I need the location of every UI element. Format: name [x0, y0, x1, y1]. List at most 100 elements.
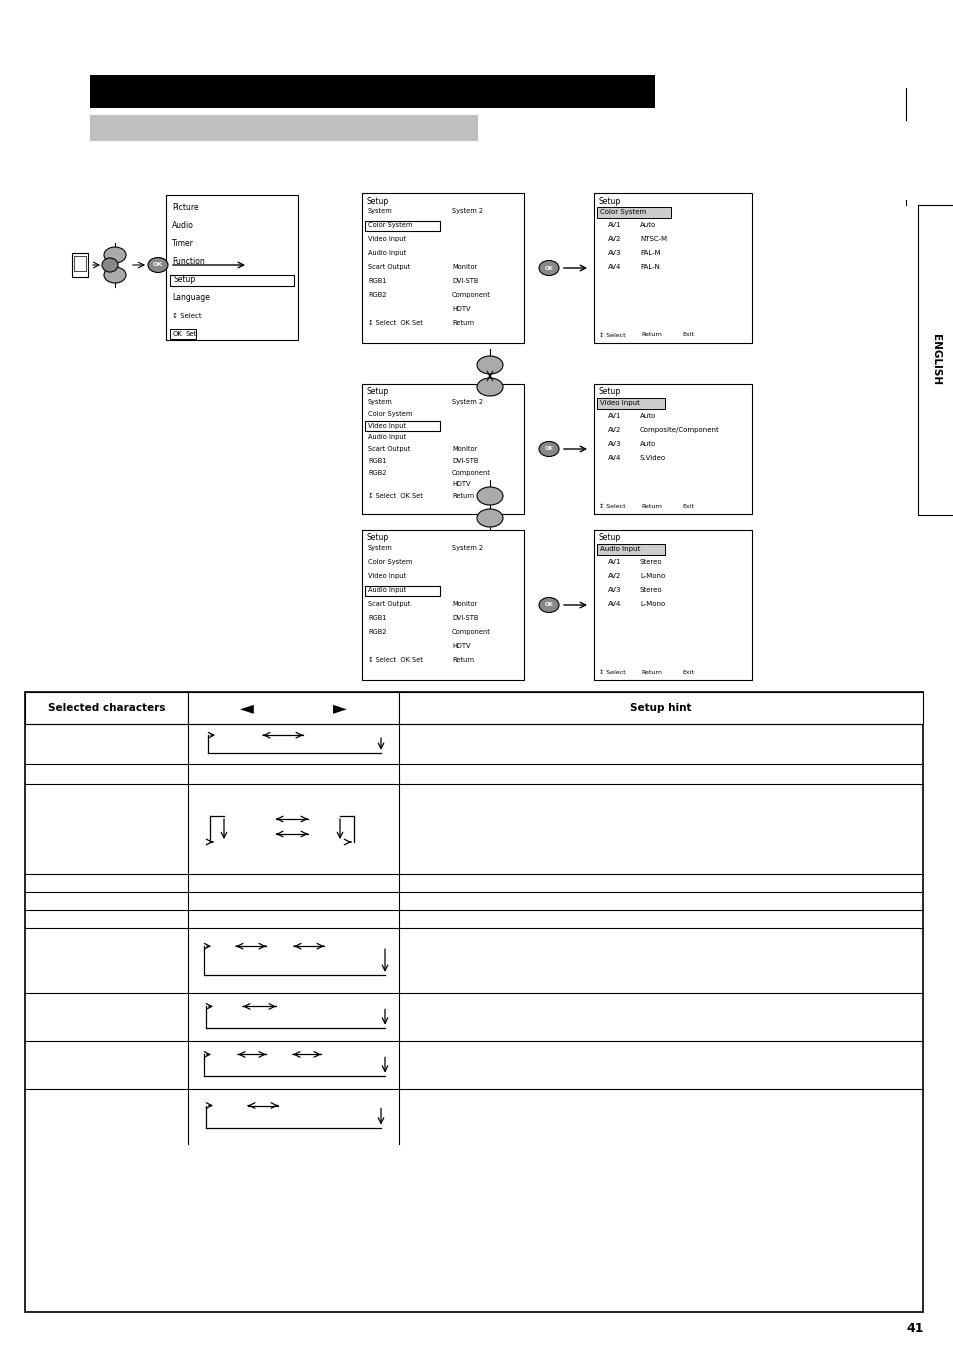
Text: OK: OK	[544, 603, 553, 608]
Text: Setup hint: Setup hint	[630, 703, 691, 713]
Text: Monitor: Monitor	[452, 601, 476, 607]
Ellipse shape	[104, 267, 126, 282]
Text: AV2: AV2	[607, 427, 620, 434]
Text: ►: ►	[333, 698, 347, 717]
Text: AV1: AV1	[607, 413, 620, 419]
Bar	[166, 195, 297, 340]
Text: Return: Return	[452, 657, 474, 663]
Bar	[361, 384, 523, 513]
Text: System: System	[368, 399, 393, 405]
Text: ↕ Select: ↕ Select	[598, 332, 625, 338]
Text: Component: Component	[452, 292, 491, 299]
Text: Audio Input: Audio Input	[368, 250, 406, 255]
Bar	[594, 384, 751, 513]
Text: ◄: ◄	[240, 698, 253, 717]
Text: Auto: Auto	[639, 440, 656, 447]
Text: RGB2: RGB2	[368, 470, 386, 476]
Text: RGB1: RGB1	[368, 458, 386, 463]
Text: PAL-N: PAL-N	[639, 263, 659, 270]
Text: ↕ Select  OK Set: ↕ Select OK Set	[368, 657, 422, 663]
Text: Exit: Exit	[681, 504, 693, 508]
Text: AV2: AV2	[607, 236, 620, 242]
Bar	[917, 205, 953, 515]
Text: Audio Input: Audio Input	[368, 434, 406, 440]
Text: Auto: Auto	[639, 413, 656, 419]
Text: Scart Output: Scart Output	[368, 263, 410, 270]
Bar	[361, 530, 523, 680]
Text: System: System	[368, 544, 393, 551]
Text: OK: OK	[172, 331, 183, 336]
Text: Return: Return	[640, 332, 661, 338]
Text: Color System: Color System	[368, 411, 412, 416]
Text: Selected characters: Selected characters	[48, 703, 165, 713]
Text: Exit: Exit	[681, 670, 693, 674]
Ellipse shape	[104, 247, 126, 263]
Text: S.Video: S.Video	[639, 455, 665, 461]
Bar	[597, 399, 665, 409]
Bar	[188, 692, 398, 724]
Bar	[365, 220, 439, 231]
Bar	[365, 422, 439, 431]
Ellipse shape	[476, 357, 502, 374]
Text: ↕ Select: ↕ Select	[598, 670, 625, 674]
Text: Video Input: Video Input	[368, 236, 406, 242]
Ellipse shape	[538, 261, 558, 276]
Bar	[71, 253, 88, 277]
Bar	[25, 692, 923, 1312]
Text: L-Mono: L-Mono	[639, 601, 664, 607]
Text: Video Input: Video Input	[599, 400, 639, 407]
Text: Audio: Audio	[172, 220, 193, 230]
Text: Setup: Setup	[598, 388, 620, 396]
Text: DVI-STB: DVI-STB	[452, 615, 477, 621]
Bar	[597, 544, 665, 555]
Text: AV1: AV1	[607, 222, 620, 228]
Text: Language: Language	[172, 293, 210, 303]
Text: AV1: AV1	[607, 559, 620, 565]
Text: RGB2: RGB2	[368, 630, 386, 635]
Bar	[597, 207, 670, 218]
Text: DVI-STB: DVI-STB	[452, 458, 477, 463]
Text: AV4: AV4	[607, 455, 620, 461]
Bar	[74, 255, 86, 272]
Bar	[90, 115, 477, 141]
Text: ↕ Select  OK Set: ↕ Select OK Set	[368, 493, 422, 500]
Text: System 2: System 2	[452, 544, 482, 551]
Bar	[594, 193, 751, 343]
Text: Timer: Timer	[172, 239, 193, 247]
Text: PAL-M: PAL-M	[639, 250, 659, 255]
Text: AV3: AV3	[607, 586, 620, 593]
Bar	[25, 692, 188, 724]
Bar	[170, 330, 195, 339]
Bar	[398, 692, 923, 724]
Text: Color System: Color System	[368, 559, 412, 565]
Bar	[594, 530, 751, 680]
Text: System: System	[368, 208, 393, 213]
Text: DVI-STB: DVI-STB	[452, 278, 477, 284]
Text: Exit: Exit	[681, 332, 693, 338]
Text: AV3: AV3	[607, 440, 620, 447]
Text: Setup: Setup	[367, 534, 389, 543]
Text: Stereo: Stereo	[639, 559, 662, 565]
Text: ↕ Select  OK Set: ↕ Select OK Set	[368, 320, 422, 326]
Ellipse shape	[538, 442, 558, 457]
Text: Color System: Color System	[368, 222, 412, 228]
Text: Return: Return	[640, 504, 661, 508]
Text: L-Mono: L-Mono	[639, 573, 664, 580]
Text: Stereo: Stereo	[639, 586, 662, 593]
Text: Scart Output: Scart Output	[368, 601, 410, 607]
Text: Setup: Setup	[367, 388, 389, 396]
Text: Setup: Setup	[598, 534, 620, 543]
Text: Audio Input: Audio Input	[599, 546, 639, 553]
Ellipse shape	[476, 486, 502, 505]
Text: Set: Set	[186, 331, 197, 336]
Text: Component: Component	[452, 630, 491, 635]
Text: Auto: Auto	[639, 222, 656, 228]
Text: Video Input: Video Input	[368, 423, 406, 428]
Ellipse shape	[538, 597, 558, 612]
Text: 41: 41	[905, 1323, 923, 1336]
Text: AV4: AV4	[607, 601, 620, 607]
Text: HDTV: HDTV	[452, 305, 470, 312]
Text: NTSC-M: NTSC-M	[639, 236, 666, 242]
Text: Composite/Component: Composite/Component	[639, 427, 719, 434]
Bar	[170, 274, 294, 285]
